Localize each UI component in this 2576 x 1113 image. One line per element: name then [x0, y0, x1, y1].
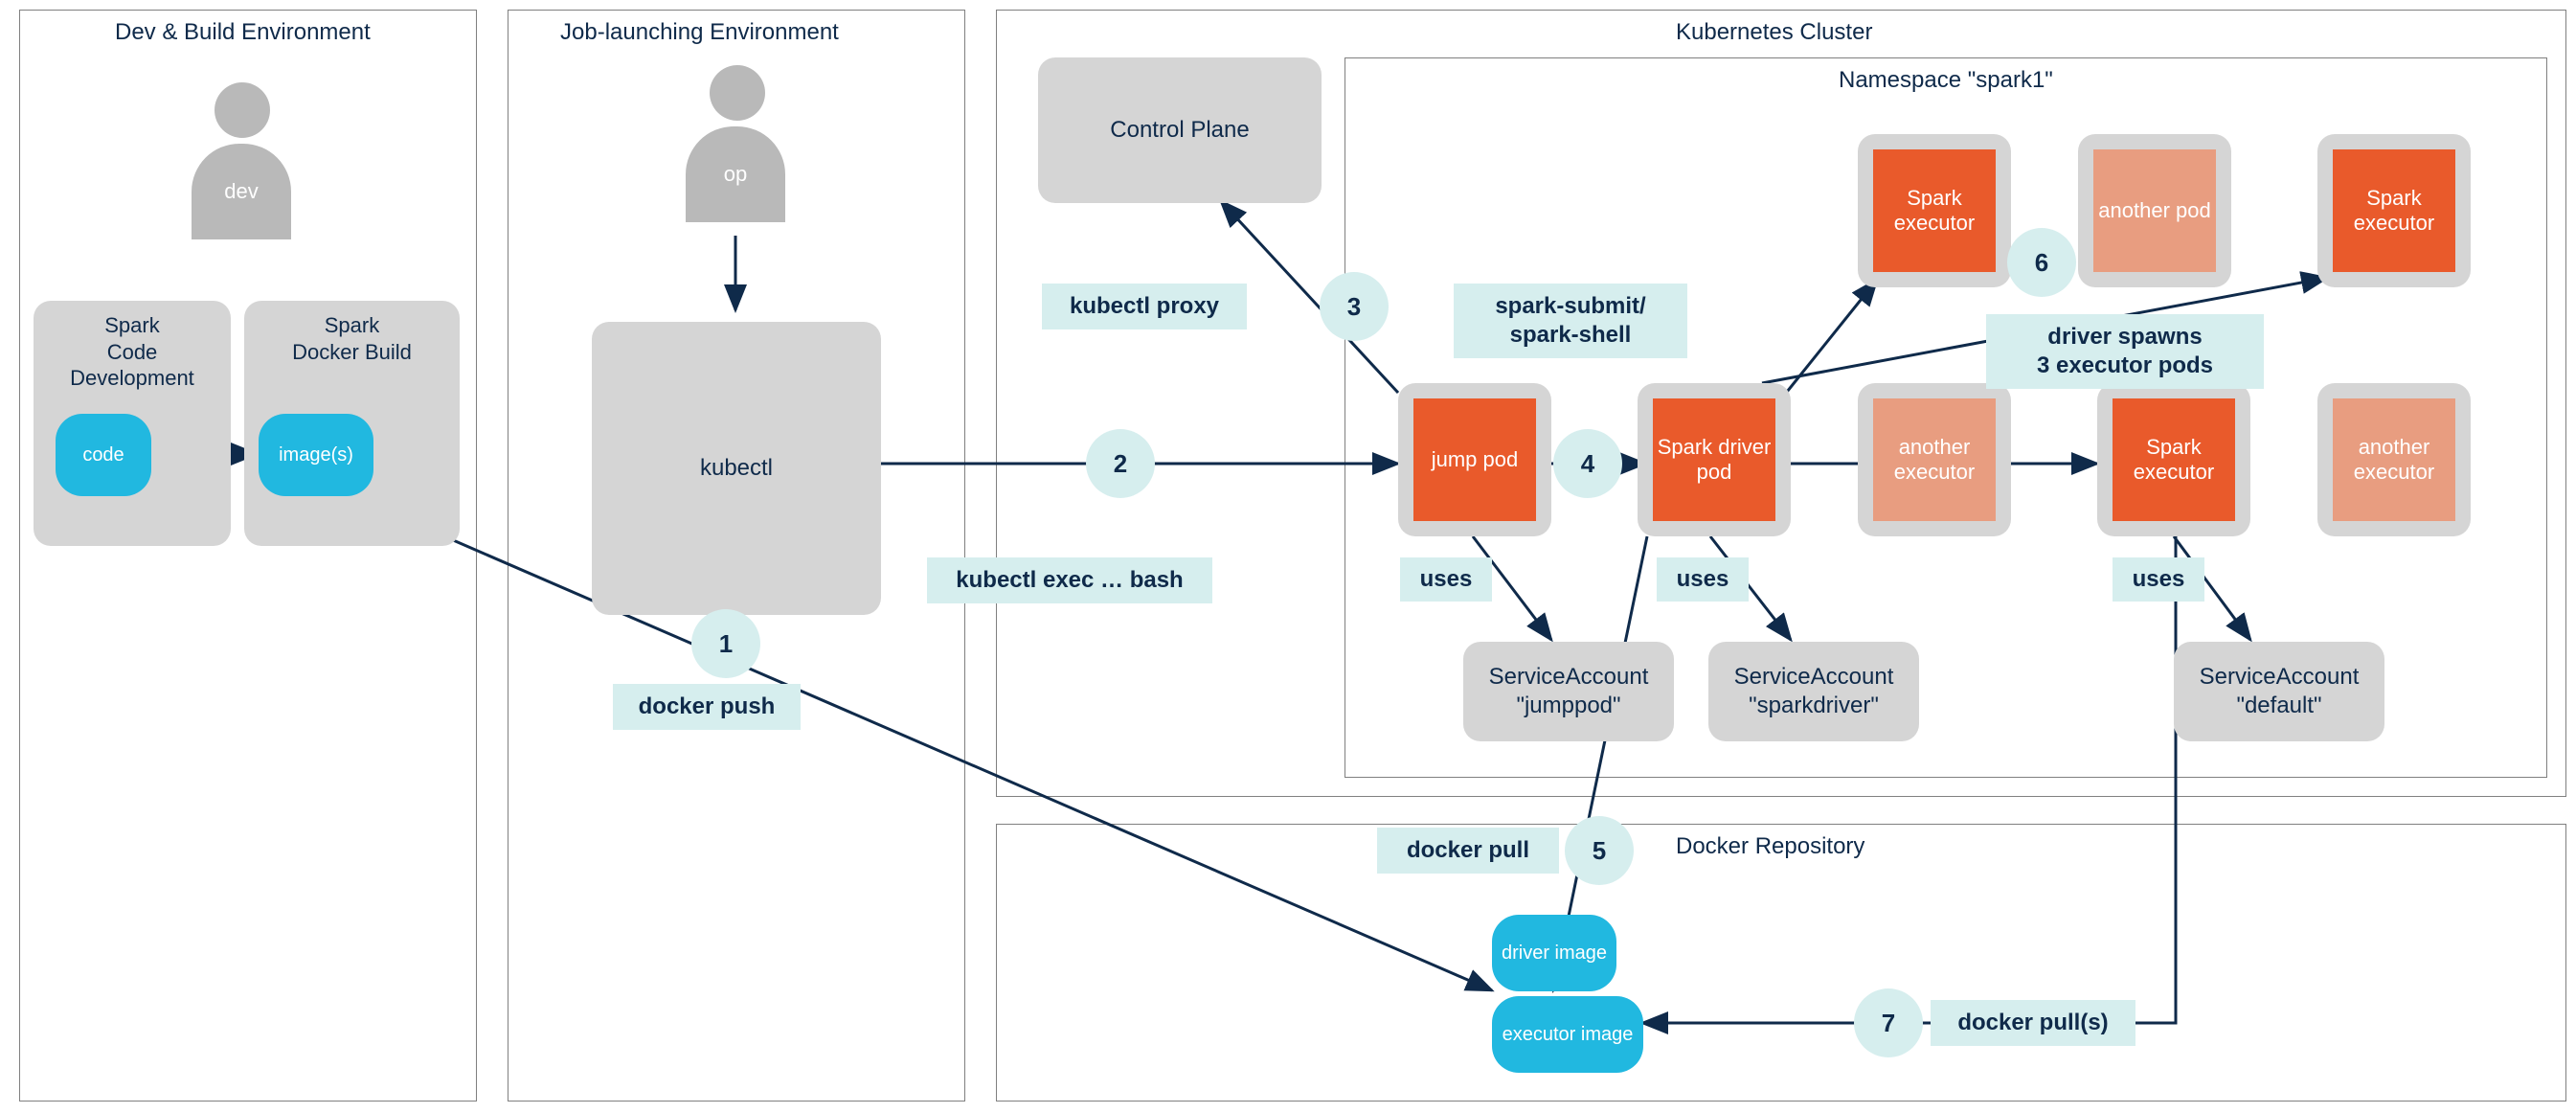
cap-images: image(s)	[259, 414, 373, 496]
pod-jump-label: jump pod	[1432, 447, 1519, 472]
pod-anotherexec1: another executor	[1873, 398, 1996, 521]
control-plane-label: Control Plane	[1110, 116, 1249, 145]
pod-another-top: another pod	[2093, 149, 2216, 272]
pod-exec-topright-label: Spark executor	[2333, 186, 2455, 237]
title-joblaunch: Job-launching Environment	[560, 19, 839, 46]
callout-kubectl-proxy: kubectl proxy	[1042, 284, 1247, 329]
pod-anotherexec1-label: another executor	[1873, 435, 1996, 486]
pod-exec-topleft: Spark executor	[1873, 149, 1996, 272]
svc-jump-label: ServiceAccount "jumppod"	[1489, 663, 1649, 720]
kubectl-label: kubectl	[700, 454, 773, 483]
cap-executor-image-label: executor image	[1503, 1023, 1634, 1046]
callout-docker-push: docker push	[613, 684, 801, 730]
bubble-5: 5	[1565, 816, 1634, 885]
bubble-2: 2	[1086, 429, 1155, 498]
dev-user-head	[215, 82, 270, 138]
cap-driver-image-label: driver image	[1502, 942, 1607, 965]
label-spark-code-dev: Spark Code Development	[34, 312, 231, 392]
bubble-3: 3	[1320, 272, 1389, 341]
callout-kubectl-exec: kubectl exec … bash	[927, 557, 1212, 603]
bubble-4: 4	[1553, 429, 1622, 498]
pod-driver: Spark driver pod	[1653, 398, 1775, 521]
cap-driver-image: driver image	[1492, 915, 1616, 991]
cap-code: code	[56, 414, 151, 496]
bubble-6: 6	[2007, 228, 2076, 297]
cap-images-label: image(s)	[279, 443, 353, 466]
title-dockerrepo: Docker Repository	[1676, 833, 1864, 860]
op-user-body: op	[686, 126, 785, 222]
dev-user-body: dev	[192, 144, 291, 239]
svc-default-label: ServiceAccount "default"	[2200, 663, 2360, 720]
frame-dockerrepo	[996, 824, 2566, 1102]
callout-spark-submit: spark-submit/ spark-shell	[1454, 284, 1687, 358]
svc-driver-label: ServiceAccount "sparkdriver"	[1734, 663, 1894, 720]
pod-exec-mid: Spark executor	[2113, 398, 2235, 521]
op-user-label: op	[724, 162, 747, 187]
pod-exec-topright: Spark executor	[2333, 149, 2455, 272]
box-svc-jump: ServiceAccount "jumppod"	[1463, 642, 1674, 741]
callout-driver-spawns: driver spawns 3 executor pods	[1986, 314, 2264, 389]
callout-docker-pull: docker pull	[1377, 828, 1559, 874]
callout-docker-pulls: docker pull(s)	[1931, 1000, 2135, 1046]
callout-uses-1: uses	[1400, 557, 1492, 602]
pod-jump: jump pod	[1413, 398, 1536, 521]
pod-another-top-label: another pod	[2098, 198, 2210, 223]
pod-driver-label: Spark driver pod	[1653, 435, 1775, 486]
pod-exec-mid-label: Spark executor	[2113, 435, 2235, 486]
pod-anotherexec2: another executor	[2333, 398, 2455, 521]
pod-exec-topleft-label: Spark executor	[1873, 186, 1996, 237]
box-control-plane: Control Plane	[1038, 57, 1322, 203]
dev-user-label: dev	[224, 179, 258, 204]
callout-uses-3: uses	[2113, 557, 2204, 602]
bubble-1: 1	[691, 609, 760, 678]
box-svc-driver: ServiceAccount "sparkdriver"	[1708, 642, 1919, 741]
box-svc-default: ServiceAccount "default"	[2174, 642, 2384, 741]
title-k8s: Kubernetes Cluster	[1676, 19, 1872, 46]
title-namespace: Namespace "spark1"	[1839, 67, 2053, 94]
cap-code-label: code	[82, 443, 124, 466]
callout-uses-2: uses	[1657, 557, 1749, 602]
cap-executor-image: executor image	[1492, 996, 1643, 1073]
op-user-head	[710, 65, 765, 121]
diagram-canvas: Dev & Build Environment Job-launching En…	[0, 0, 2576, 1113]
title-devbuild: Dev & Build Environment	[115, 19, 371, 46]
label-spark-docker-build: Spark Docker Build	[244, 312, 460, 365]
box-kubectl: kubectl	[592, 322, 881, 615]
bubble-7: 7	[1854, 988, 1923, 1057]
pod-anotherexec2-label: another executor	[2333, 435, 2455, 486]
